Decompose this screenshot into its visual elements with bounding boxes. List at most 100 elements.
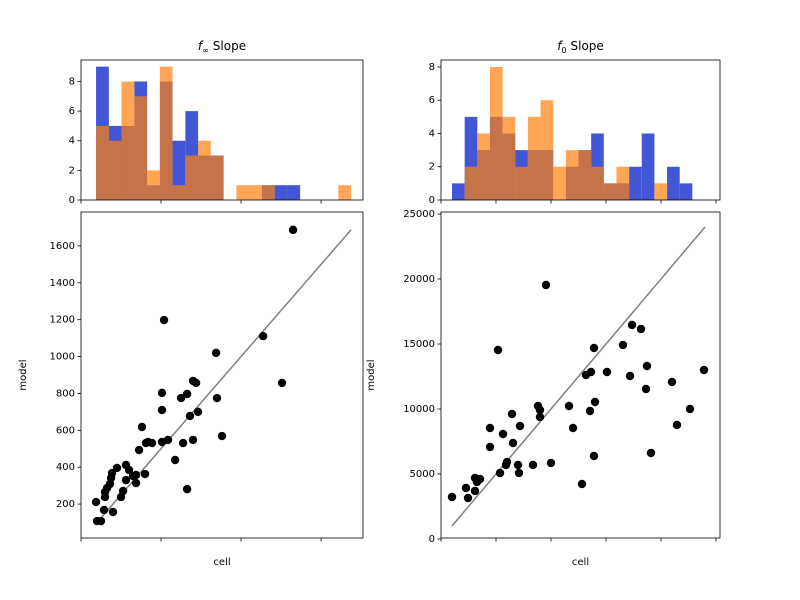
scatter-point <box>625 371 635 381</box>
y-tick-label: 600 <box>56 425 75 436</box>
scatter-point <box>685 404 695 414</box>
hist-bar <box>654 183 668 200</box>
y-tick-label: 0 <box>429 195 435 206</box>
scatter-point <box>535 405 545 415</box>
scatter-point <box>618 340 628 350</box>
scatter-point <box>699 365 709 375</box>
scatter-point <box>515 421 525 431</box>
title-symbol: f <box>557 39 563 53</box>
title-subscript: ∞ <box>202 46 209 55</box>
scatter-point <box>288 225 298 235</box>
hist-bar <box>185 155 199 200</box>
hist-bar <box>667 166 680 200</box>
hist-bar <box>464 166 478 200</box>
subplot-title: f∞ Slope <box>198 39 246 55</box>
scatter-point <box>495 468 505 478</box>
hist-bar <box>540 100 554 200</box>
scatter-point <box>636 324 646 334</box>
axes-frame <box>440 211 721 539</box>
y-tick-label: 1000 <box>50 352 75 363</box>
y-tick-label: 1200 <box>50 315 75 326</box>
y-tick-label: 2 <box>69 165 75 176</box>
hist-bar <box>591 166 604 200</box>
y-tick-label: 800 <box>56 388 75 399</box>
scatter-point <box>641 384 651 394</box>
scatter-point <box>112 463 122 473</box>
y-tick-label: 10000 <box>403 404 435 415</box>
scatter-point <box>585 406 595 416</box>
subplot: f∞ Slope 0 2 4 6 8 <box>69 39 364 206</box>
hist-bar <box>147 170 160 200</box>
scatter-point <box>191 378 201 388</box>
scatter-point <box>568 423 578 433</box>
hist-bar <box>489 66 503 201</box>
scatter-point <box>185 411 195 421</box>
scatter-point <box>627 320 637 330</box>
scatter-point <box>182 484 192 494</box>
y-tick-label: 4 <box>429 128 435 139</box>
scatter-point <box>463 493 473 503</box>
scatter-point <box>163 435 173 445</box>
scatter-point <box>108 507 118 517</box>
y-tick-label: 20000 <box>403 274 435 285</box>
scatter-point <box>485 442 495 452</box>
y-axis-label: model <box>366 359 377 390</box>
scatter-point <box>176 393 186 403</box>
scatter-point <box>157 388 167 398</box>
y-tick-label: 6 <box>429 95 435 106</box>
title-text: Slope <box>571 39 604 53</box>
scatter-point <box>447 492 457 502</box>
scatter-point <box>124 465 134 475</box>
scatter-point <box>498 429 508 439</box>
hist-bar <box>96 125 109 200</box>
hist-bar <box>121 81 135 200</box>
scatter-point <box>159 315 169 325</box>
hist-bar <box>338 185 352 200</box>
axes-frame <box>440 59 721 201</box>
scatter-point <box>672 420 682 430</box>
scatter-point <box>646 448 656 458</box>
scatter-point <box>642 361 652 371</box>
hist-bar <box>679 183 693 200</box>
scatter-point <box>217 431 227 441</box>
y-tick-label: 200 <box>56 499 75 510</box>
scatter-point <box>461 483 471 493</box>
scatter-point <box>131 478 141 488</box>
scatter-point <box>493 345 503 355</box>
scatter-point <box>470 486 480 496</box>
y-axis-label: model <box>18 359 29 390</box>
scatter-point <box>602 367 612 377</box>
scatter-point <box>91 497 101 507</box>
hist-bar <box>527 116 541 200</box>
title-symbol: f <box>198 39 204 53</box>
hist-bar <box>249 185 262 200</box>
y-tick-label: 5000 <box>410 469 435 480</box>
scatter-point <box>502 457 512 467</box>
scatter-point <box>99 505 109 515</box>
hist-bar <box>236 185 250 200</box>
scatter-point <box>157 405 167 415</box>
axes-frame <box>80 59 364 201</box>
scatter-point <box>137 422 147 432</box>
scatter-point <box>121 475 131 485</box>
scatter-point <box>507 409 517 419</box>
hist-bar <box>172 185 186 200</box>
hist-bar <box>616 166 630 200</box>
y-tick-label: 2 <box>429 162 435 173</box>
scatter-point <box>485 423 495 433</box>
hist-bar <box>641 133 655 200</box>
scatter-point <box>178 438 188 448</box>
scatter-point <box>514 468 524 478</box>
scatter-point <box>475 474 485 484</box>
hist-bar <box>515 166 528 200</box>
scatter-point <box>118 486 128 496</box>
hist-bar <box>134 96 148 200</box>
scatter-point <box>528 460 538 470</box>
scatter-point <box>564 401 574 411</box>
title-subscript: 0 <box>561 46 566 55</box>
scatter-point <box>193 407 203 417</box>
y-tick-label: 8 <box>69 76 75 87</box>
y-tick-label: 25000 <box>403 209 435 220</box>
